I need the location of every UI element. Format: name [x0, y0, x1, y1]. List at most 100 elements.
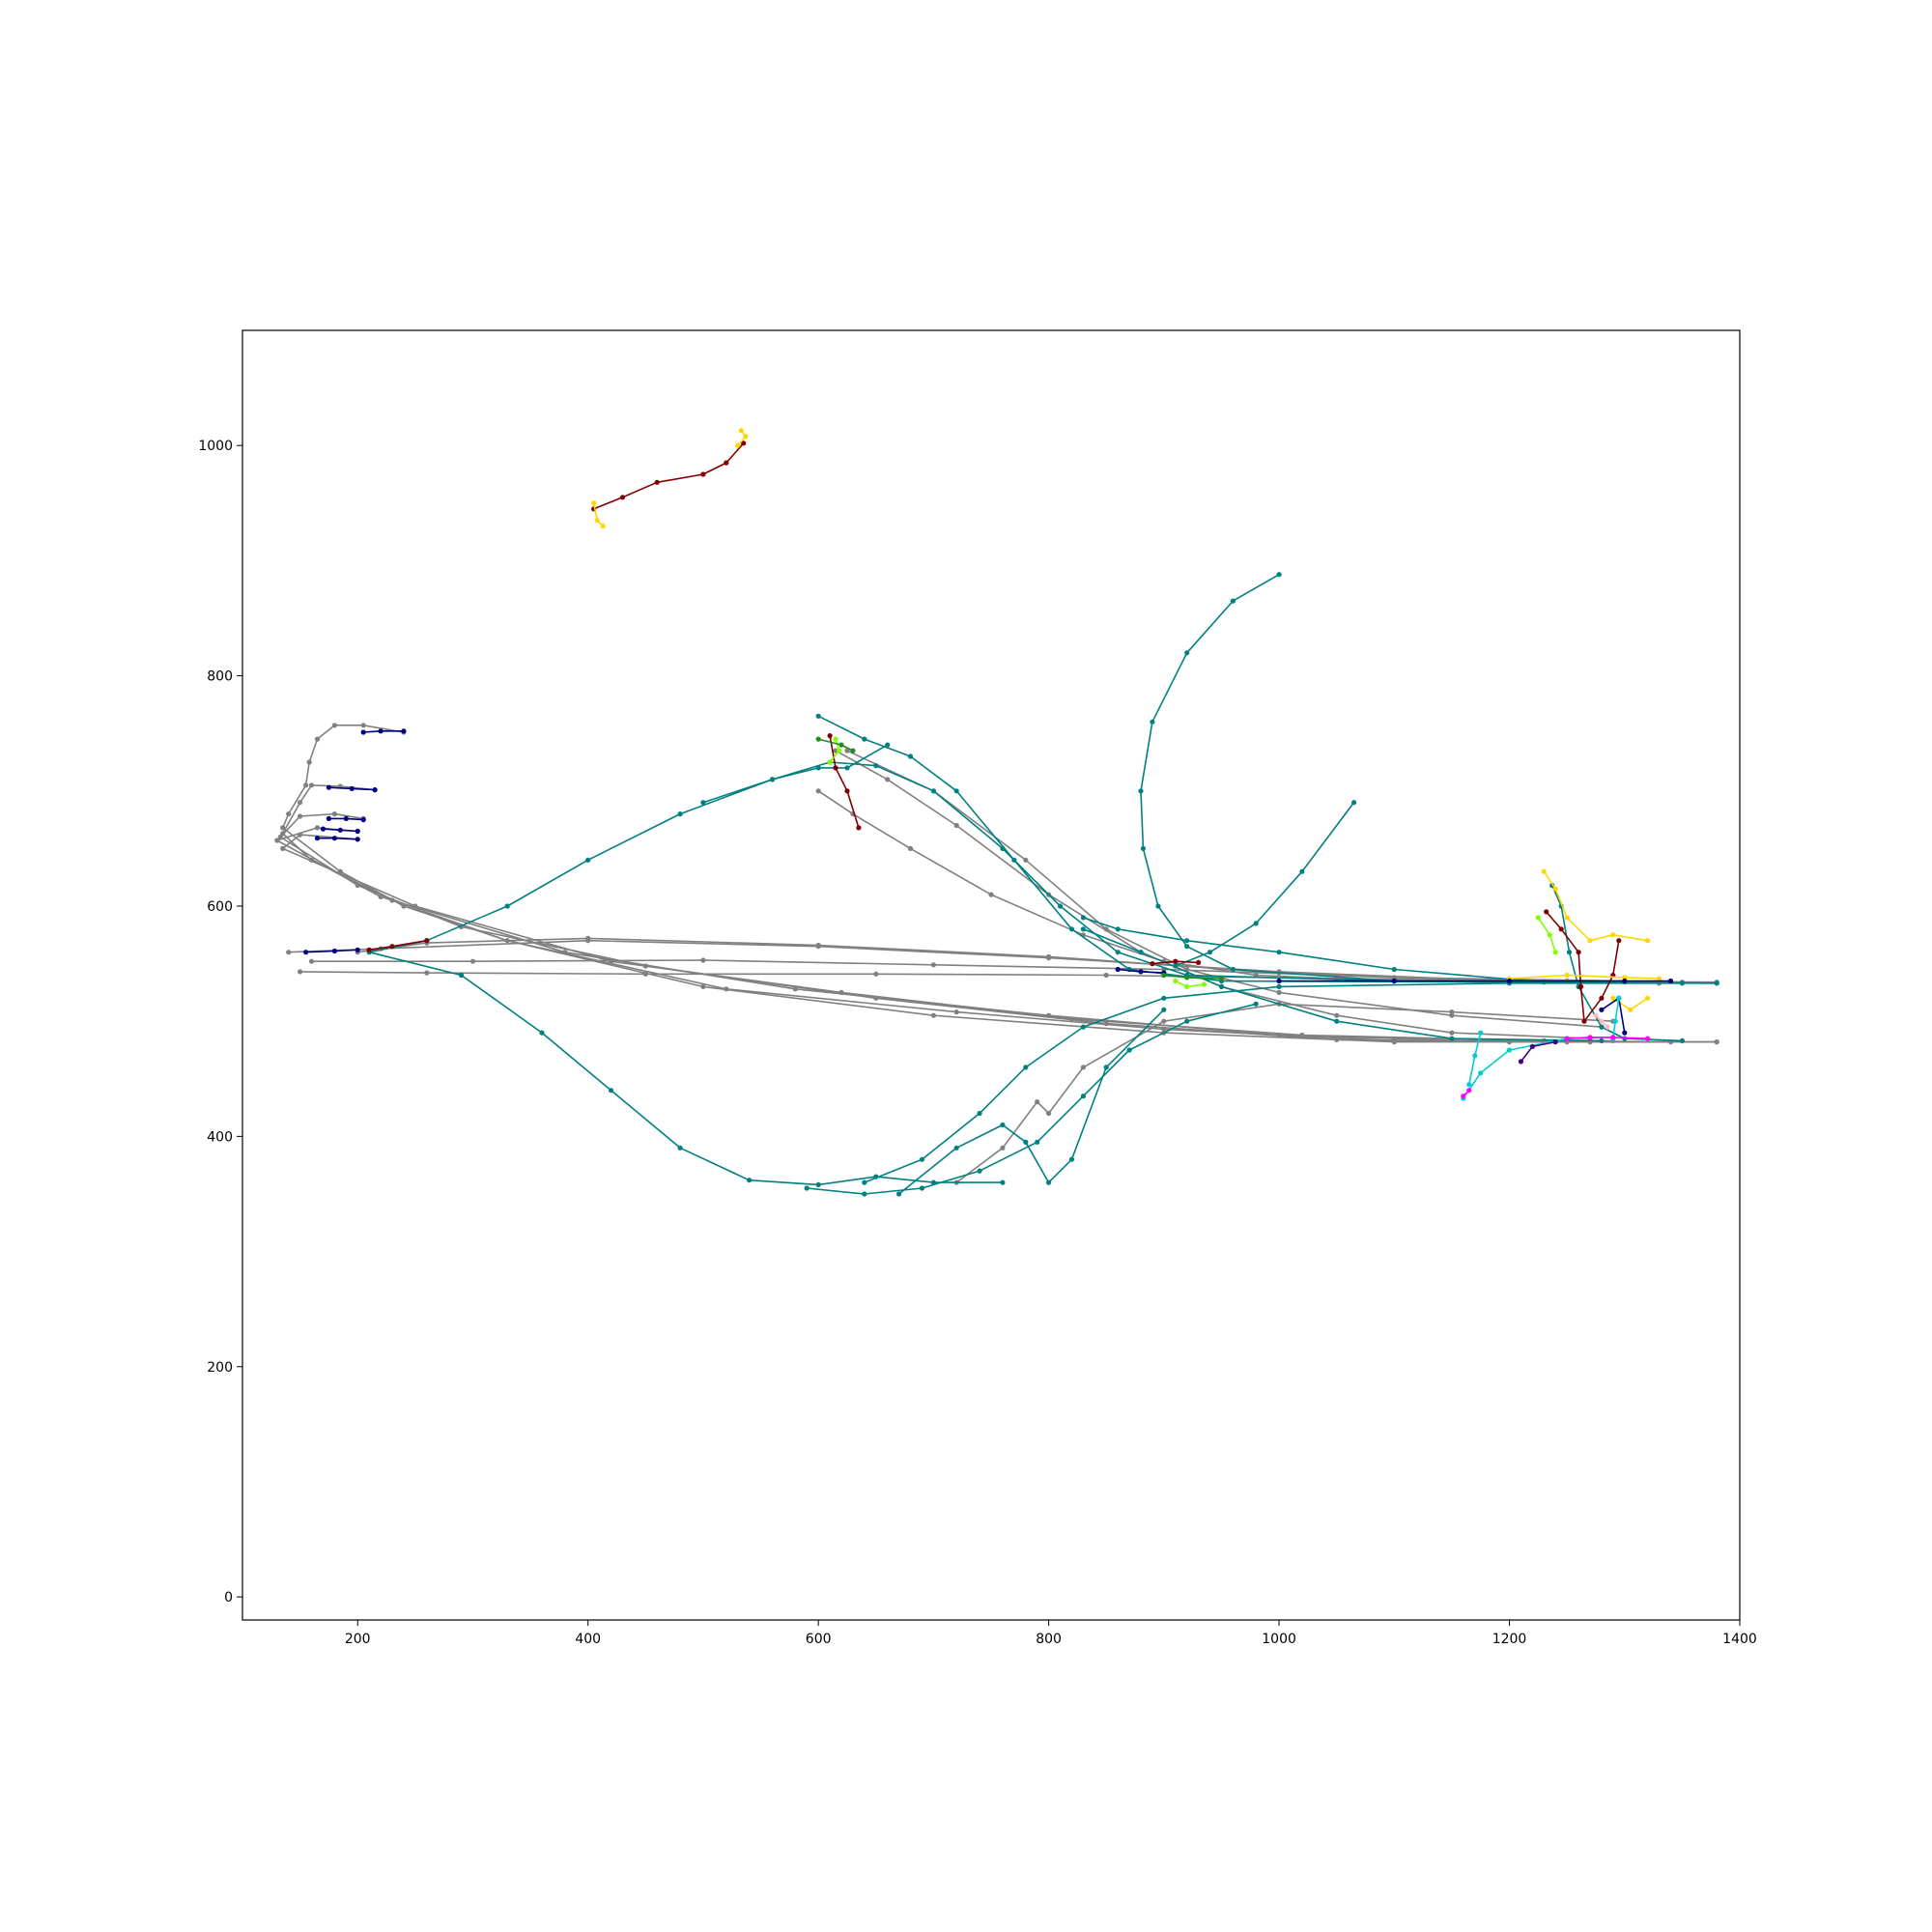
- data-point: [642, 971, 648, 977]
- data-point: [1103, 1065, 1109, 1070]
- data-point: [1184, 650, 1190, 656]
- data-point: [1449, 1009, 1455, 1015]
- data-point: [1046, 955, 1052, 961]
- data-point: [885, 742, 891, 748]
- data-point: [585, 857, 591, 863]
- data-point: [1173, 978, 1179, 984]
- data-point: [827, 759, 833, 765]
- series-46: [1466, 1030, 1484, 1088]
- data-point: [827, 733, 833, 739]
- data-point: [1080, 1065, 1086, 1070]
- series-11: [844, 748, 1605, 1030]
- series-0: [280, 723, 1593, 1045]
- y-tick-label: 400: [207, 1129, 233, 1145]
- series-37: [326, 815, 366, 823]
- data-point: [1161, 1007, 1167, 1012]
- data-point: [1466, 1088, 1472, 1094]
- data-point: [1449, 1030, 1455, 1036]
- data-point: [1645, 1036, 1651, 1041]
- data-point: [862, 736, 867, 742]
- series-line: [369, 951, 1003, 1186]
- data-point: [907, 753, 914, 759]
- data-point: [1552, 886, 1558, 892]
- data-point: [988, 892, 994, 897]
- series-34: [1610, 995, 1651, 1012]
- series-51: [1173, 978, 1208, 989]
- data-point: [1000, 1122, 1006, 1128]
- data-point: [1564, 972, 1570, 979]
- data-point: [314, 825, 321, 831]
- data-point: [1184, 983, 1190, 989]
- data-point: [349, 785, 355, 792]
- series-47: [1564, 1035, 1651, 1041]
- data-point: [1218, 976, 1225, 981]
- data-point: [1299, 868, 1305, 874]
- data-point: [1299, 1032, 1305, 1038]
- data-point: [1656, 976, 1662, 981]
- data-point: [741, 440, 747, 446]
- series-41: [1276, 978, 1674, 984]
- data-point: [1207, 950, 1213, 955]
- data-point: [930, 962, 937, 968]
- data-point: [1057, 903, 1064, 909]
- data-point: [1253, 921, 1259, 926]
- data-point: [769, 777, 776, 782]
- data-point: [743, 434, 749, 440]
- data-point: [331, 836, 337, 841]
- data-point: [677, 811, 683, 817]
- data-point: [314, 836, 321, 841]
- data-point: [885, 777, 891, 782]
- data-point: [608, 1088, 614, 1094]
- data-point: [1138, 969, 1144, 975]
- x-tick-label: 1200: [1492, 1632, 1527, 1647]
- data-point: [1000, 1179, 1006, 1185]
- data-point: [1466, 1082, 1472, 1088]
- data-point: [1599, 1024, 1605, 1030]
- data-point: [1196, 959, 1202, 966]
- data-point: [654, 479, 660, 485]
- data-point: [1622, 975, 1628, 980]
- data-point: [1023, 1139, 1029, 1145]
- data-point: [1334, 1037, 1340, 1042]
- data-point: [844, 788, 850, 794]
- data-point: [298, 969, 303, 975]
- data-point: [331, 948, 337, 954]
- data-point: [1472, 1053, 1478, 1059]
- y-tick-label: 0: [224, 1590, 233, 1605]
- data-point: [274, 838, 280, 843]
- series-29: [1150, 958, 1202, 967]
- data-point: [1593, 1012, 1599, 1018]
- data-point: [815, 944, 821, 950]
- data-point: [953, 822, 959, 829]
- data-point: [1564, 915, 1570, 921]
- data-point: [1155, 903, 1161, 909]
- series-33: [1506, 972, 1662, 981]
- data-point: [833, 736, 838, 742]
- series-layer: [274, 428, 1719, 1197]
- data-point: [837, 748, 842, 753]
- data-point: [594, 518, 600, 524]
- data-point: [1000, 1145, 1006, 1151]
- series-26: [827, 733, 862, 831]
- data-point: [326, 815, 331, 822]
- data-point: [677, 1145, 683, 1151]
- data-point: [1714, 980, 1719, 986]
- data-point: [1564, 1036, 1570, 1041]
- data-point: [1202, 981, 1208, 987]
- data-point: [1506, 1047, 1513, 1053]
- data-point: [591, 500, 597, 506]
- data-point: [1645, 995, 1651, 1001]
- data-point: [873, 971, 879, 977]
- data-point: [539, 1030, 545, 1036]
- series-line: [898, 1009, 1165, 1195]
- data-point: [1478, 1030, 1484, 1036]
- data-point: [360, 729, 366, 735]
- data-point: [1138, 788, 1144, 794]
- series-31: [735, 428, 749, 448]
- data-point: [1253, 1001, 1259, 1007]
- data-point: [792, 986, 798, 992]
- data-point: [724, 986, 729, 992]
- series-line: [1546, 911, 1620, 1022]
- series-27: [1544, 909, 1622, 1024]
